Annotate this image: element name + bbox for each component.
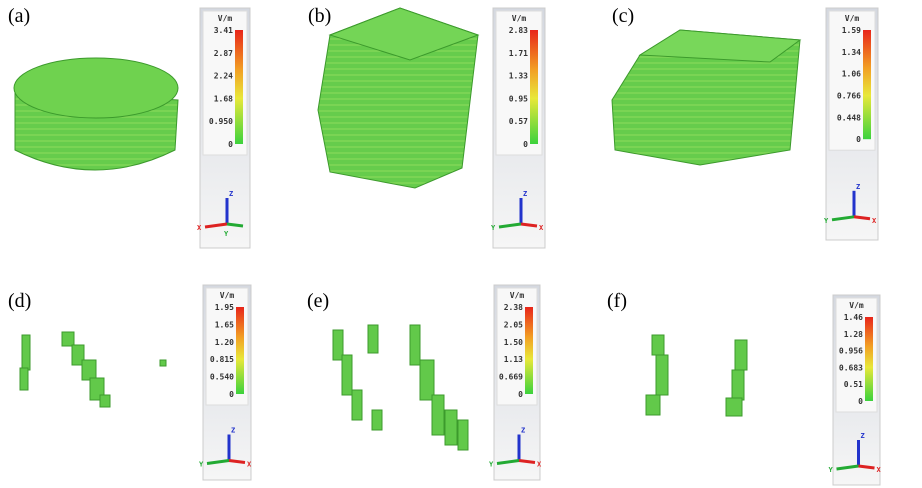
tick-label: 1.28 xyxy=(844,330,863,339)
tick-label: 1.50 xyxy=(504,338,523,347)
tick-label: 0.766 xyxy=(837,92,861,101)
unit-label: V/m xyxy=(220,291,235,300)
tick-label: 0.448 xyxy=(837,113,861,122)
unit-label: V/m xyxy=(510,291,525,300)
tick-label: 0 xyxy=(229,390,234,399)
tick-label: 1.33 xyxy=(509,72,528,81)
tick-label: 1.20 xyxy=(215,338,234,347)
panel-label: (e) xyxy=(307,290,329,312)
tick-label: 0.57 xyxy=(509,117,528,126)
tick-label: 0 xyxy=(858,397,863,406)
color-scale xyxy=(235,30,243,144)
tick-label: 2.24 xyxy=(214,72,233,81)
tick-label: 1.13 xyxy=(504,355,523,364)
axis-arrow xyxy=(519,461,535,463)
tick-label: 0.815 xyxy=(210,355,234,364)
field-render xyxy=(318,8,478,188)
axis-arrow xyxy=(859,466,875,468)
tick-label: 1.46 xyxy=(844,313,863,322)
axis-letter: X xyxy=(537,461,542,469)
unit-label: V/m xyxy=(845,14,860,23)
axis-letter: Y xyxy=(489,461,494,469)
panel-label: (b) xyxy=(308,5,331,27)
axis-arrow xyxy=(229,461,245,463)
color-scale xyxy=(865,317,873,401)
panel-label: (a) xyxy=(8,5,30,27)
tick-label: 0.95 xyxy=(509,94,528,103)
tick-label: 2.05 xyxy=(504,320,523,329)
tick-label: 0.540 xyxy=(210,373,234,382)
tick-label: 0.956 xyxy=(839,347,863,356)
color-scale xyxy=(530,30,538,144)
field-render xyxy=(612,30,800,165)
panel-label: (c) xyxy=(612,5,634,27)
tick-label: 0.683 xyxy=(839,363,863,372)
unit-label: V/m xyxy=(218,14,233,23)
tick-label: 1.06 xyxy=(842,70,861,79)
tick-label: 3.41 xyxy=(214,26,233,35)
panel-label: (f) xyxy=(607,290,627,312)
axis-letter: Z xyxy=(231,427,235,435)
unit-label: V/m xyxy=(849,301,864,310)
axis-arrow xyxy=(227,224,243,226)
panel-label: (d) xyxy=(8,290,31,312)
axis-letter: X xyxy=(877,466,882,474)
tick-label: 1.68 xyxy=(214,94,233,103)
tick-label: 1.59 xyxy=(842,26,861,35)
tick-label: 2.38 xyxy=(504,303,523,312)
axis-letter: Z xyxy=(229,190,233,198)
color-scale xyxy=(236,307,244,394)
tick-label: 1.34 xyxy=(842,48,861,57)
tick-label: 1.71 xyxy=(509,49,528,58)
tick-label: 0 xyxy=(518,390,523,399)
field-render xyxy=(14,58,178,170)
axis-arrow xyxy=(854,217,870,219)
axis-letter: Z xyxy=(521,427,525,435)
tick-label: 0 xyxy=(228,140,233,149)
tick-label: 2.83 xyxy=(509,26,528,35)
unit-label: V/m xyxy=(512,14,527,23)
color-scale xyxy=(863,30,871,139)
axis-letter: Z xyxy=(523,190,527,198)
axis-arrow xyxy=(521,224,537,226)
tick-label: 0.51 xyxy=(844,380,863,389)
axis-letter: Z xyxy=(856,183,860,191)
tick-label: 1.65 xyxy=(215,320,234,329)
axis-letter: Z xyxy=(861,432,865,440)
tick-label: 0 xyxy=(856,135,861,144)
color-scale xyxy=(525,307,533,394)
colorbar-panel: V/m 2.38 2.05 1.50 1.13 0.669 0 Z Y X xyxy=(489,285,542,480)
figure: (a)V/m3.412.872.241.680.9500ZXY(b)V/m2.8… xyxy=(0,0,922,488)
tick-label: 2.87 xyxy=(214,49,233,58)
tick-label: 0.669 xyxy=(499,373,523,382)
tick-label: 1.95 xyxy=(215,303,234,312)
field-render xyxy=(20,325,747,450)
tick-label: 0 xyxy=(523,140,528,149)
tick-label: 0.950 xyxy=(209,117,233,126)
